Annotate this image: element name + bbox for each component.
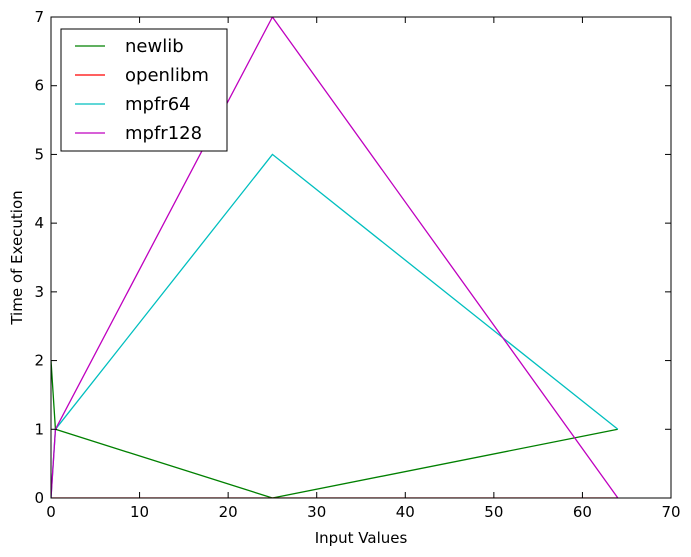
series-line-mpfr128: [51, 17, 619, 498]
legend-label-openlibm: openlibm: [125, 65, 209, 86]
x-tick-label: 20: [219, 503, 238, 521]
legend-box: [60, 28, 228, 152]
legend-label-mpfr64: mpfr64: [125, 94, 191, 115]
x-tick-label: 40: [396, 503, 415, 521]
y-tick-label: 5: [34, 145, 44, 163]
y-tick-label: 7: [34, 8, 44, 26]
y-tick-label: 4: [34, 214, 44, 232]
x-tick-label: 70: [661, 503, 680, 521]
legend-label-mpfr128: mpfr128: [125, 123, 202, 144]
x-tick-label: 60: [573, 503, 592, 521]
y-tick-label: 0: [34, 489, 44, 507]
legend-label-newlib: newlib: [125, 36, 184, 57]
legend: newlib openlibm mpfr64 mpfr128: [60, 28, 228, 152]
y-tick-label: 2: [34, 352, 44, 370]
y-tick-label: 3: [34, 283, 44, 301]
x-tick-label: 0: [46, 503, 56, 521]
y-axis-label: Time of Execution: [8, 190, 26, 325]
series-line-newlib: [51, 360, 618, 498]
y-tick-label: 6: [34, 77, 44, 95]
x-tick-label: 50: [484, 503, 503, 521]
x-axis-label: Input Values: [315, 529, 408, 547]
series-layer: [51, 17, 619, 498]
x-tick-label: 30: [307, 503, 326, 521]
x-tick-label: 10: [130, 503, 149, 521]
y-tick-label: 1: [34, 420, 44, 438]
ticks-layer: 0 10 20 30 40 50 60 70 0 1 2 3 4 5 6 7: [34, 8, 680, 521]
plot-frame: [50, 16, 672, 499]
